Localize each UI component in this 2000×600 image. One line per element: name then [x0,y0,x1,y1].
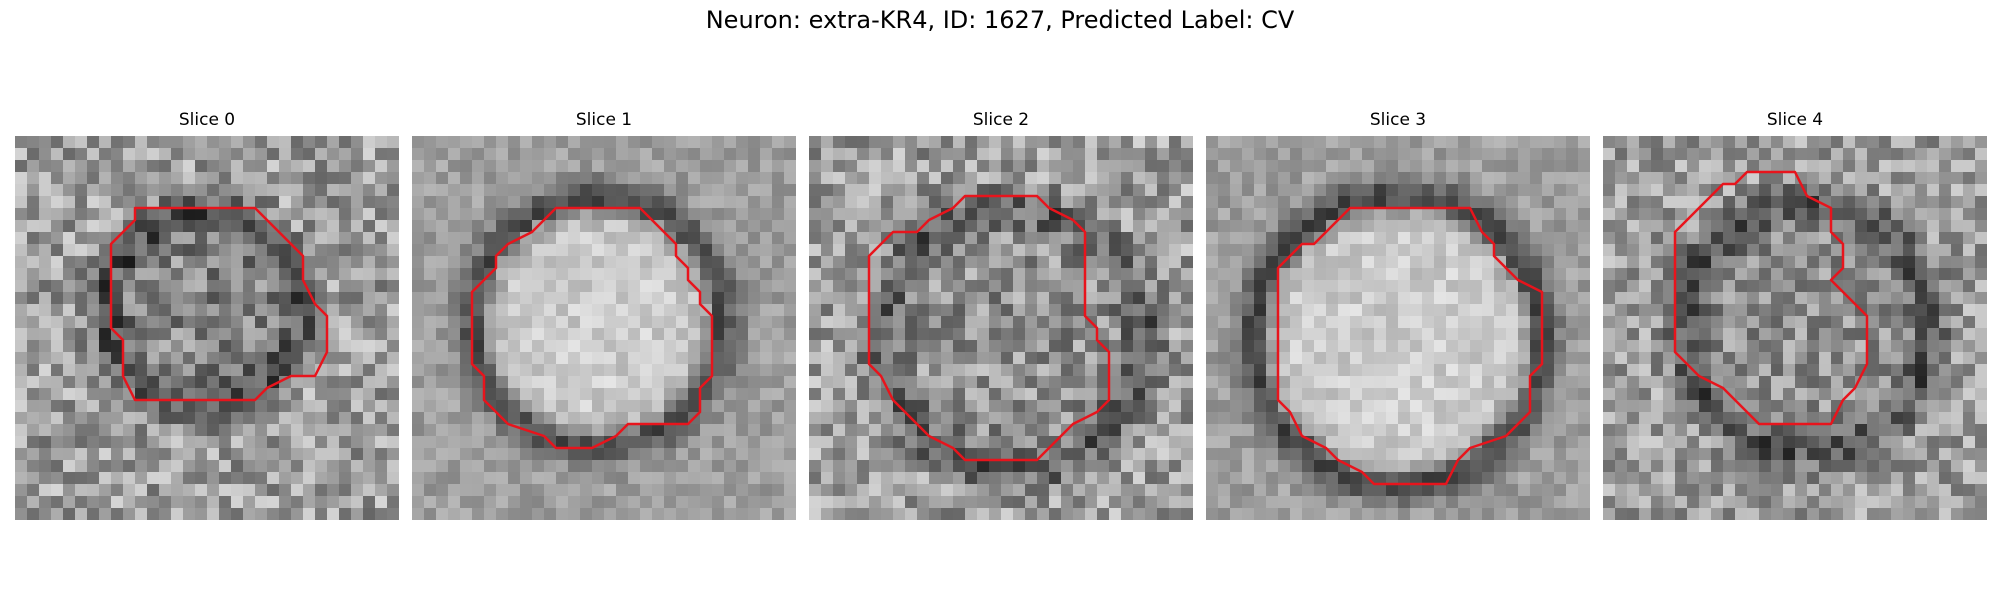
contour-outline [109,206,329,402]
contour-outline [1673,170,1869,426]
slice-image-2 [809,136,1193,520]
contour-outline [867,194,1111,462]
slice-image-0 [15,136,399,520]
figure-title: Neuron: extra-KR4, ID: 1627, Predicted L… [705,6,1295,34]
slice-image-3 [1206,136,1590,520]
contour-outline [1276,206,1544,486]
slice-title-1: Slice 1 [575,110,633,130]
contour-outline [470,206,714,450]
slice-title-2: Slice 2 [972,110,1030,130]
slice-panel-3: Slice 3 [1206,108,1590,520]
slice-panel-2: Slice 2 [809,108,1193,520]
slice-title-3: Slice 3 [1369,110,1427,130]
slice-title-0: Slice 0 [178,110,236,130]
slice-panel-4: Slice 4 [1603,108,1987,520]
slice-image-1 [412,136,796,520]
slice-panel-1: Slice 1 [412,108,796,520]
slice-image-4 [1603,136,1987,520]
slice-panel-0: Slice 0 [15,108,399,520]
slice-title-4: Slice 4 [1766,110,1824,130]
